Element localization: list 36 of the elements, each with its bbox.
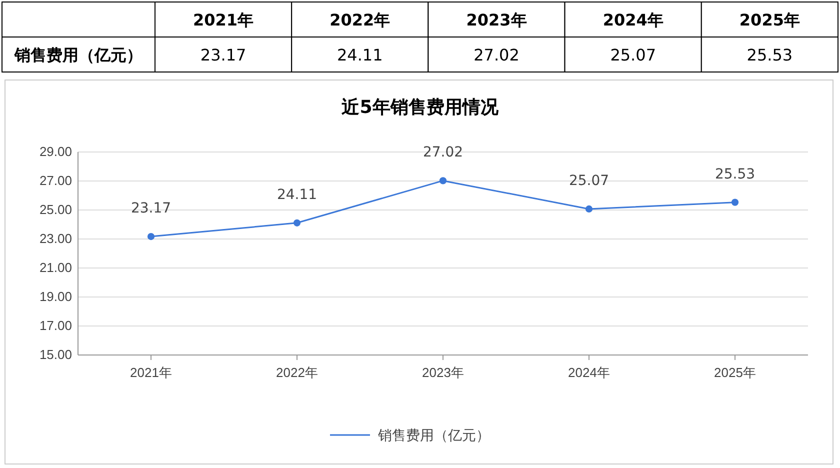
x-tick-label: 2025年 bbox=[714, 365, 756, 380]
y-tick-label: 25.00 bbox=[39, 202, 72, 218]
y-tick-label: 27.00 bbox=[39, 173, 72, 188]
category-label: 2021年 bbox=[193, 10, 254, 30]
annotation: 23.17 bbox=[130, 200, 172, 217]
y-tick-label: 21.00 bbox=[39, 260, 72, 276]
point bbox=[731, 198, 739, 206]
point bbox=[439, 177, 447, 184]
y-tick-label: 29.00 bbox=[39, 144, 72, 160]
category-label: 2025年 bbox=[739, 10, 800, 30]
x-tick-label: 2024年 bbox=[568, 365, 610, 380]
data-label: 25.53 bbox=[746, 46, 793, 64]
point bbox=[147, 232, 155, 240]
annotation: 25.07 bbox=[568, 172, 610, 189]
x-tick-label: 2023年 bbox=[422, 365, 464, 380]
data-label: 23.17 bbox=[200, 46, 246, 64]
y-tick-label: 19.00 bbox=[39, 289, 72, 304]
y-tick-label: 23.00 bbox=[39, 231, 72, 246]
point bbox=[293, 219, 301, 226]
point bbox=[585, 205, 593, 213]
category-label: 2024年 bbox=[602, 10, 664, 30]
data-label: 25.07 bbox=[610, 46, 656, 64]
x-tick-label: 2022年 bbox=[276, 365, 318, 380]
annotation: 24.11 bbox=[276, 186, 318, 203]
y-tick-label: 17.00 bbox=[39, 318, 72, 334]
text: 销售费用（亿元） bbox=[14, 46, 142, 64]
chart-title: 近5年销售费用情况 bbox=[340, 97, 500, 118]
legend-label: 销售费用（亿元） bbox=[377, 428, 490, 444]
x-tick-label: 2021年 bbox=[130, 365, 172, 380]
category-label: 2022年 bbox=[330, 10, 390, 30]
y-tick-label: 15.00 bbox=[39, 347, 72, 362]
data-label: 24.11 bbox=[336, 46, 383, 64]
annotation: 27.02 bbox=[422, 144, 464, 161]
annotation: 25.53 bbox=[714, 166, 756, 182]
category-label: 2023年 bbox=[466, 10, 527, 30]
data-label: 27.02 bbox=[474, 46, 520, 64]
